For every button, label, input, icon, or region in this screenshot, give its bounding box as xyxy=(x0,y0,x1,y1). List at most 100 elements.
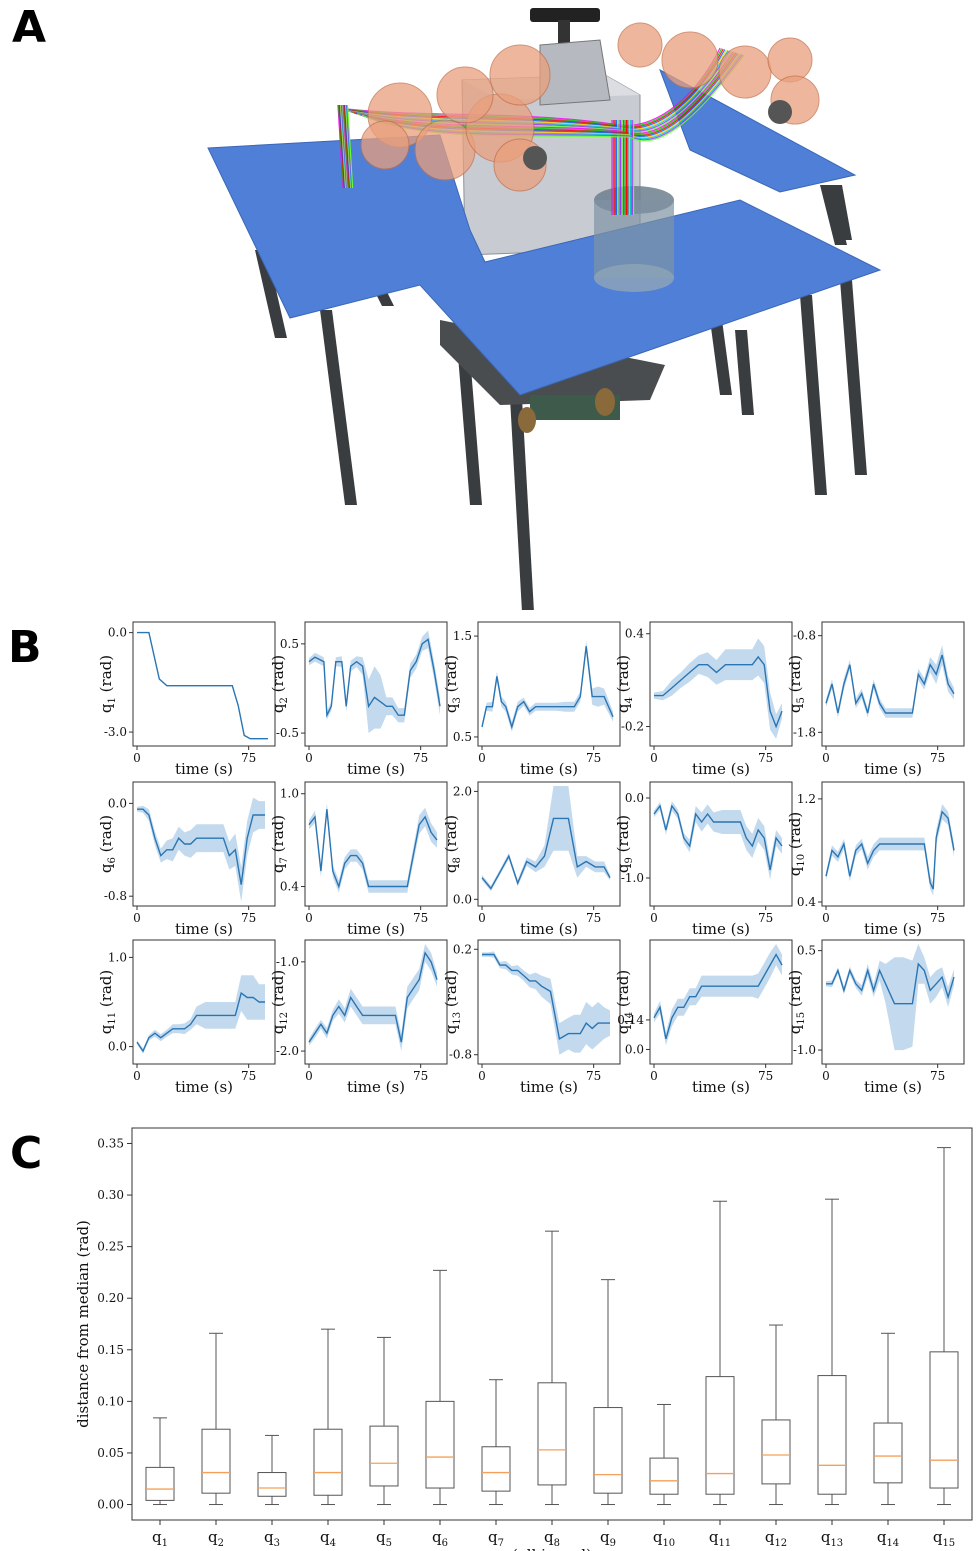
confidence-band xyxy=(826,944,954,1051)
table-leg xyxy=(840,280,867,475)
x-tick-label: q11 xyxy=(709,1528,731,1549)
x-tick-label: 0 xyxy=(305,1069,313,1083)
mean-line xyxy=(654,655,783,729)
mean-line xyxy=(825,810,955,890)
x-tick-label: q2 xyxy=(208,1528,224,1549)
mean-line xyxy=(826,962,955,1005)
box-q9: q9 xyxy=(593,1279,623,1549)
box-q5: q5 xyxy=(369,1336,399,1549)
x-tick-label: q8 xyxy=(544,1528,560,1549)
arm-segment xyxy=(489,44,551,106)
mean-line xyxy=(308,951,438,1043)
x-tick-label: 75 xyxy=(930,911,945,925)
arm-segment xyxy=(718,45,772,99)
box-q13: q13 xyxy=(817,1198,847,1549)
x-axis-label: time (s) xyxy=(864,760,922,778)
panel-label-c: C xyxy=(10,1128,43,1179)
mean-line xyxy=(481,817,611,890)
x-tick-label: 0 xyxy=(650,911,658,925)
x-axis-label: time (s) xyxy=(175,1078,233,1096)
mean-line xyxy=(653,804,783,871)
mean-line xyxy=(136,991,265,1053)
y-tick-label: -0.8 xyxy=(104,889,127,903)
robot-scene-illustration xyxy=(207,8,882,610)
x-tick-label: 0 xyxy=(305,751,313,765)
y-tick-label: 0.0 xyxy=(108,1040,127,1054)
arm-segment xyxy=(661,31,719,89)
mean-line xyxy=(137,631,268,740)
y-tick-label: -0.5 xyxy=(276,726,299,740)
y-tick-label: -0.2 xyxy=(621,720,644,734)
x-tick-label: 75 xyxy=(930,751,945,765)
table-leg xyxy=(320,310,357,505)
x-tick-label: 0 xyxy=(478,751,486,765)
y-axis-label: distance from median (rad) xyxy=(74,1220,92,1428)
x-tick-label: 0 xyxy=(305,911,313,925)
box-q3: q3 xyxy=(257,1434,287,1549)
y-tick-label: -0.8 xyxy=(793,629,816,643)
box-q11: q11 xyxy=(705,1200,735,1549)
y-tick-label: -3.0 xyxy=(104,725,127,739)
box-q6: q6 xyxy=(425,1269,455,1549)
x-tick-label: 75 xyxy=(413,751,428,765)
subplot-q1: 0.0 -3.0 0 75 time (s) q1 (rad) xyxy=(97,621,276,778)
y-tick-label: 0.10 xyxy=(97,1394,124,1408)
x-tick-label: q4 xyxy=(320,1528,336,1549)
table-leg xyxy=(510,398,534,610)
trajectory-path xyxy=(339,104,346,189)
x-axis-label: time (s) xyxy=(347,1078,405,1096)
trajectory-path xyxy=(338,104,345,189)
robot-arm-right xyxy=(617,22,820,125)
subplot-q11: 1.0 0.0 0 75 time (s) q11 (rad) xyxy=(97,939,276,1096)
x-axis-label: time (s) xyxy=(692,920,750,938)
x-axis-label: time (s) xyxy=(864,1078,922,1096)
y-tick-label: 0.00 xyxy=(97,1498,124,1512)
subplot-q13: 0.2 -0.8 0 75 time (s) q13 (rad) xyxy=(442,939,621,1096)
iqr-box xyxy=(761,1419,791,1485)
y-axis-label: q7 (rad) xyxy=(269,815,290,873)
panel-label-a: A xyxy=(12,2,47,53)
y-tick-label: 0.5 xyxy=(797,944,816,958)
y-tick-label: 0.4 xyxy=(625,627,644,641)
y-tick-label: 1.2 xyxy=(797,792,816,806)
x-axis-label: time (s) xyxy=(347,920,405,938)
subplot-q3: 1.5 0.5 0 75 time (s) q3 (rad) xyxy=(442,621,621,778)
x-tick-label: q6 xyxy=(432,1528,448,1549)
iqr-box xyxy=(593,1407,623,1494)
trajectory-path xyxy=(343,104,350,189)
table-leg xyxy=(735,330,754,415)
subplot-q7: 1.0 0.4 0 75 time (s) q7 (rad) xyxy=(269,781,448,938)
x-tick-label: 75 xyxy=(758,1069,773,1083)
x-tick-label: 75 xyxy=(758,751,773,765)
y-tick-label: 0.0 xyxy=(625,1042,644,1056)
trajectory-path xyxy=(340,104,347,189)
trajectory-path xyxy=(342,104,349,189)
x-tick-label: 0 xyxy=(133,911,141,925)
subplot-q8: 2.0 0.0 0 75 time (s) q8 (rad) xyxy=(442,781,621,938)
x-tick-label: 0 xyxy=(478,1069,486,1083)
box-q4: q4 xyxy=(313,1328,343,1549)
y-axis-label: q8 (rad) xyxy=(442,815,463,873)
y-tick-label: 0.14 xyxy=(617,1013,644,1027)
y-axis-label: q3 (rad) xyxy=(442,655,463,713)
arm-segment xyxy=(767,37,813,83)
subplot-q15: 0.5 -1.0 0 75 time (s) q15 (rad) xyxy=(786,939,965,1096)
subplot-q5: -0.8 -1.8 0 75 time (s) q5 (rad) xyxy=(786,621,965,778)
y-tick-label: 0.0 xyxy=(625,791,644,805)
trajectory-path xyxy=(341,104,349,189)
x-axis-label: time (s) xyxy=(692,1078,750,1096)
x-tick-label: q9 xyxy=(600,1528,616,1549)
y-tick-label: -0.8 xyxy=(449,1048,472,1062)
y-tick-label: 0.2 xyxy=(453,942,472,956)
box-q2: q2 xyxy=(201,1332,231,1549)
mean-line xyxy=(308,809,438,889)
confidence-band xyxy=(309,944,437,1052)
x-tick-label: q12 xyxy=(765,1528,787,1549)
trajectory-path xyxy=(346,104,353,189)
y-axis-label: q10 (rad) xyxy=(786,812,807,877)
mean-line xyxy=(653,953,783,1040)
confidence-band xyxy=(482,951,610,1055)
x-tick-label: q14 xyxy=(877,1528,899,1549)
x-tick-label: 75 xyxy=(586,911,601,925)
trajectory-path xyxy=(337,104,344,189)
